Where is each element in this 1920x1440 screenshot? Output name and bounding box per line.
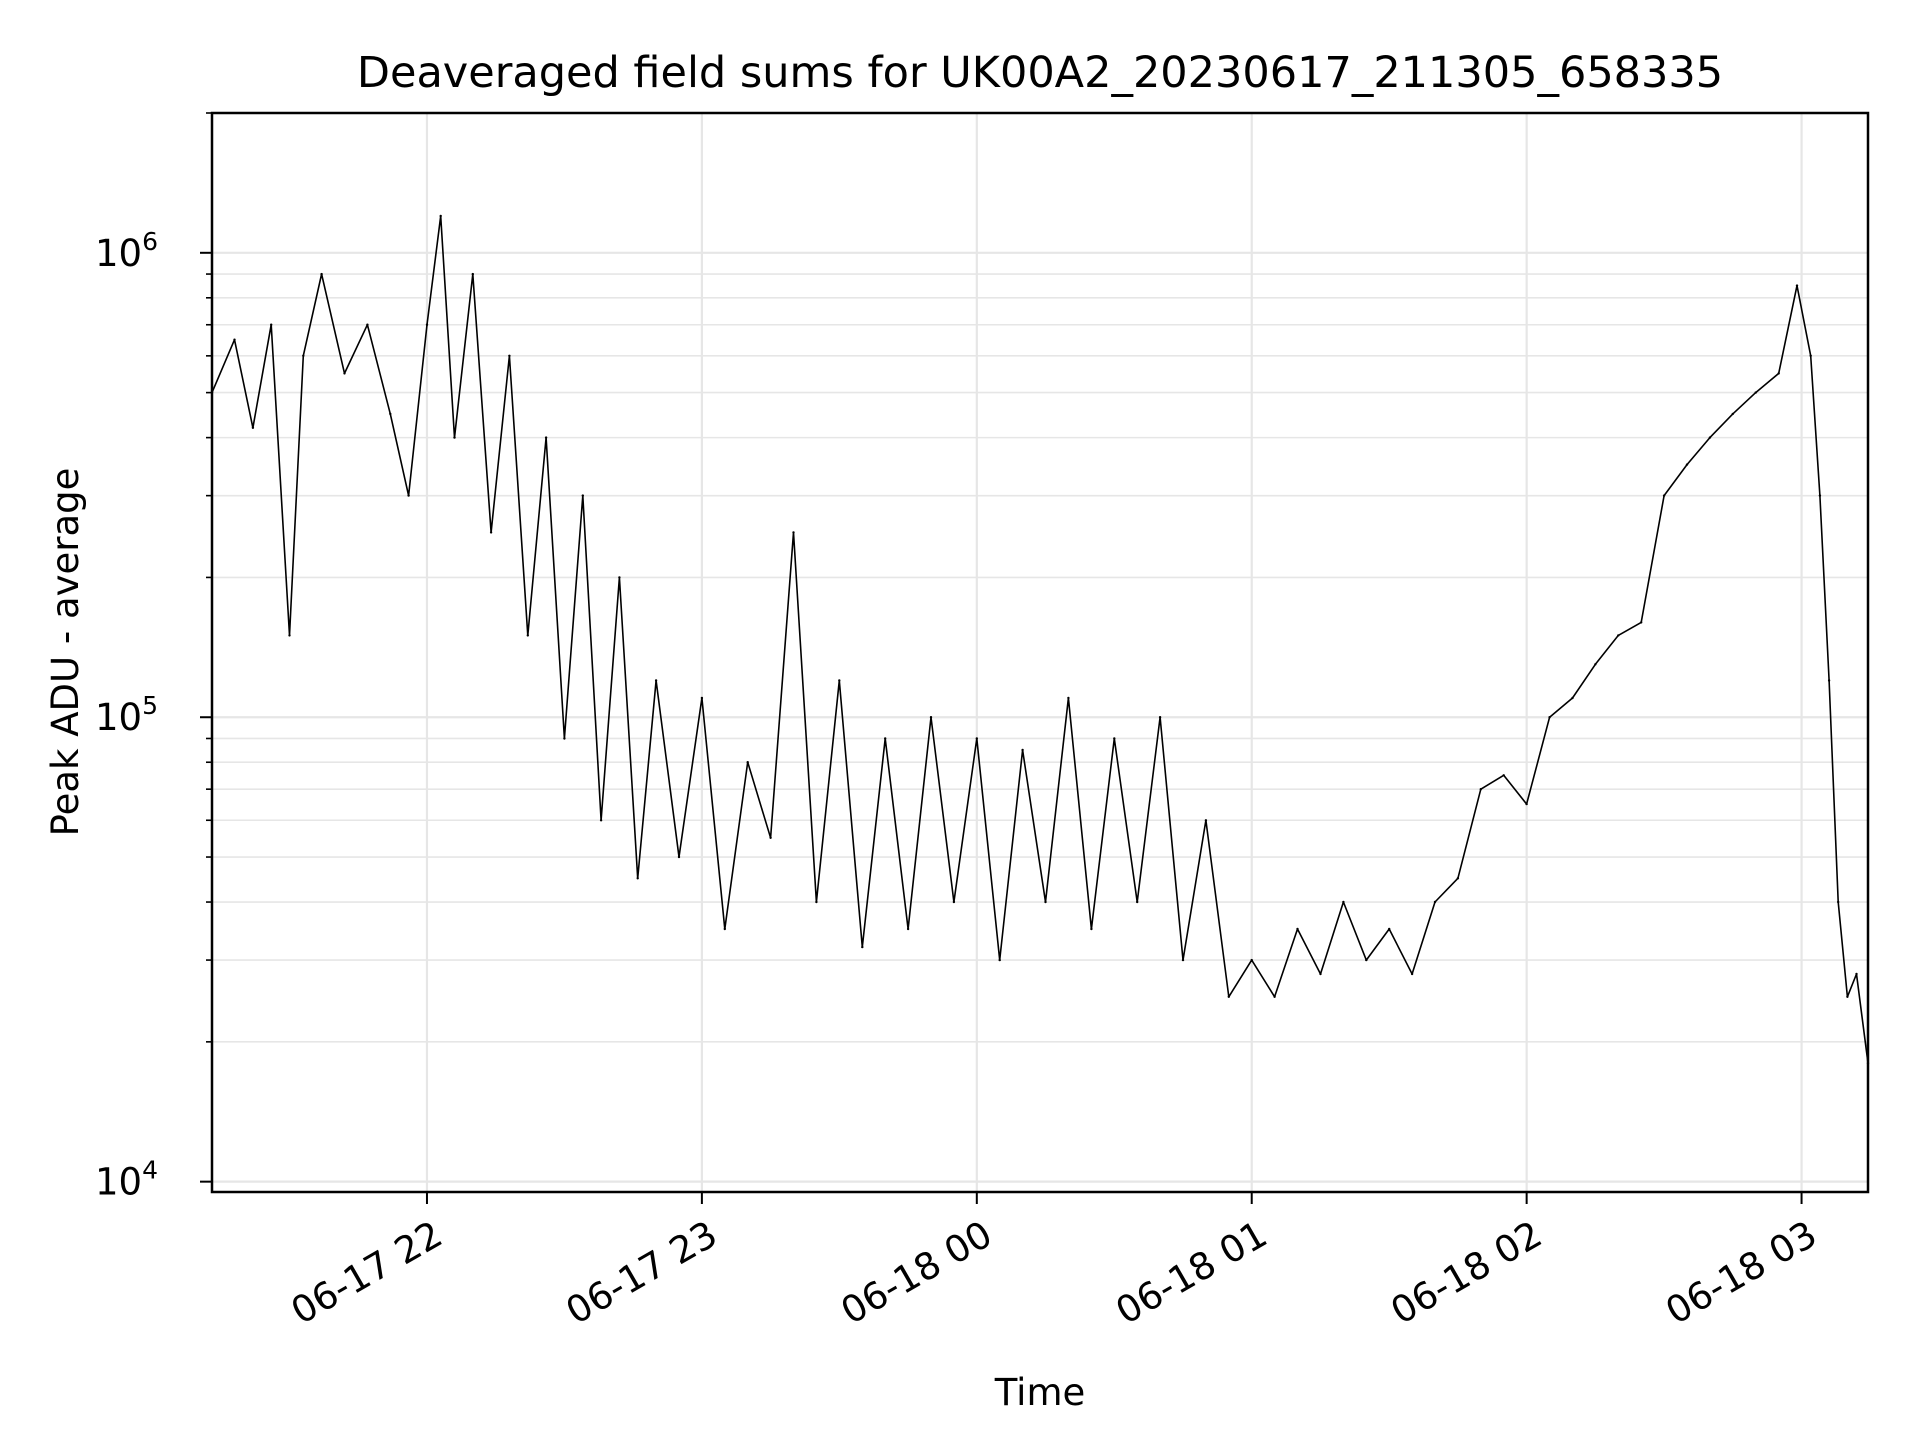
data-point <box>1571 696 1574 700</box>
data-point <box>1181 958 1185 962</box>
data-point <box>861 945 864 949</box>
data-point <box>1479 788 1483 791</box>
data-point <box>233 338 236 341</box>
data-point <box>407 494 410 497</box>
data-point <box>489 531 493 534</box>
data-point <box>1685 463 1689 466</box>
data-point <box>1837 900 1840 904</box>
data-point <box>1090 927 1093 931</box>
data-point <box>906 927 910 931</box>
data-point <box>1731 412 1735 416</box>
series-group <box>210 214 1870 1065</box>
data-point <box>884 737 887 740</box>
data-point <box>1388 927 1391 931</box>
data-point <box>618 576 621 579</box>
data-point <box>746 761 749 764</box>
data-point <box>792 531 795 534</box>
data-point <box>302 354 305 357</box>
data-point <box>929 716 933 719</box>
data-point <box>1067 696 1070 700</box>
data-point <box>1433 900 1437 904</box>
y-tick-label: 104 <box>95 1156 158 1204</box>
data-point <box>544 436 548 439</box>
data-point <box>998 958 1001 962</box>
data-point <box>1158 716 1162 719</box>
data-point <box>1809 354 1812 357</box>
data-point <box>1640 621 1643 624</box>
data-point <box>581 494 584 497</box>
y-tick-label: 106 <box>95 227 158 275</box>
data-point <box>343 372 346 375</box>
data-point <box>1594 663 1597 666</box>
data-point <box>838 679 841 682</box>
y-ticks: 104 105 106 <box>95 112 212 1204</box>
data-point <box>1525 802 1528 806</box>
data-point <box>1662 494 1666 497</box>
data-point <box>1113 737 1116 740</box>
data-point <box>1227 995 1231 998</box>
data-point <box>1365 958 1368 962</box>
data-point <box>1754 391 1757 394</box>
data-point <box>677 855 681 859</box>
data-point <box>1456 877 1460 880</box>
data-point <box>815 900 818 904</box>
data-point <box>1044 900 1047 904</box>
data-point <box>270 323 273 326</box>
data-point <box>1795 284 1799 287</box>
data-point <box>425 323 429 326</box>
data-point <box>1021 748 1024 752</box>
data-point <box>439 214 442 218</box>
data-point <box>1617 634 1620 637</box>
data-point <box>389 412 392 416</box>
data-point <box>526 634 529 637</box>
data-point <box>1846 995 1849 998</box>
data-point <box>599 819 603 822</box>
data-point <box>723 927 726 931</box>
x-axis-label: Time <box>994 1371 1086 1414</box>
data-point <box>1273 995 1276 998</box>
data-point <box>320 272 323 276</box>
data-point <box>1708 436 1712 439</box>
data-point <box>453 436 456 439</box>
data-point <box>1818 494 1822 497</box>
data-point <box>654 679 658 682</box>
chart-title: Deaveraged field sums for UK00A2_2023061… <box>357 48 1723 98</box>
data-point <box>700 696 704 700</box>
data-point <box>1855 972 1858 976</box>
data-point <box>471 272 474 276</box>
data-point <box>1410 972 1414 976</box>
data-point <box>769 836 772 839</box>
plot-frame <box>210 111 1870 1194</box>
data-point <box>288 634 291 637</box>
data-point <box>1296 927 1299 931</box>
data-point <box>1548 716 1551 719</box>
data-point <box>1827 679 1831 682</box>
y-axis-label: Peak ADU - average <box>44 468 87 837</box>
data-point <box>952 900 956 904</box>
data-point <box>1319 972 1322 976</box>
data-point <box>366 323 369 326</box>
data-point <box>563 737 566 740</box>
data-point <box>1342 900 1345 904</box>
data-point <box>1204 819 1208 822</box>
data-point <box>251 426 255 429</box>
data-point <box>1777 372 1780 375</box>
data-point <box>508 354 511 357</box>
data-point <box>1136 900 1139 904</box>
data-point <box>975 737 978 740</box>
data-point <box>1502 774 1505 777</box>
data-point <box>1250 958 1253 962</box>
data-point <box>636 877 639 880</box>
series-line <box>211 215 1869 1064</box>
y-tick-label: 105 <box>95 691 158 739</box>
